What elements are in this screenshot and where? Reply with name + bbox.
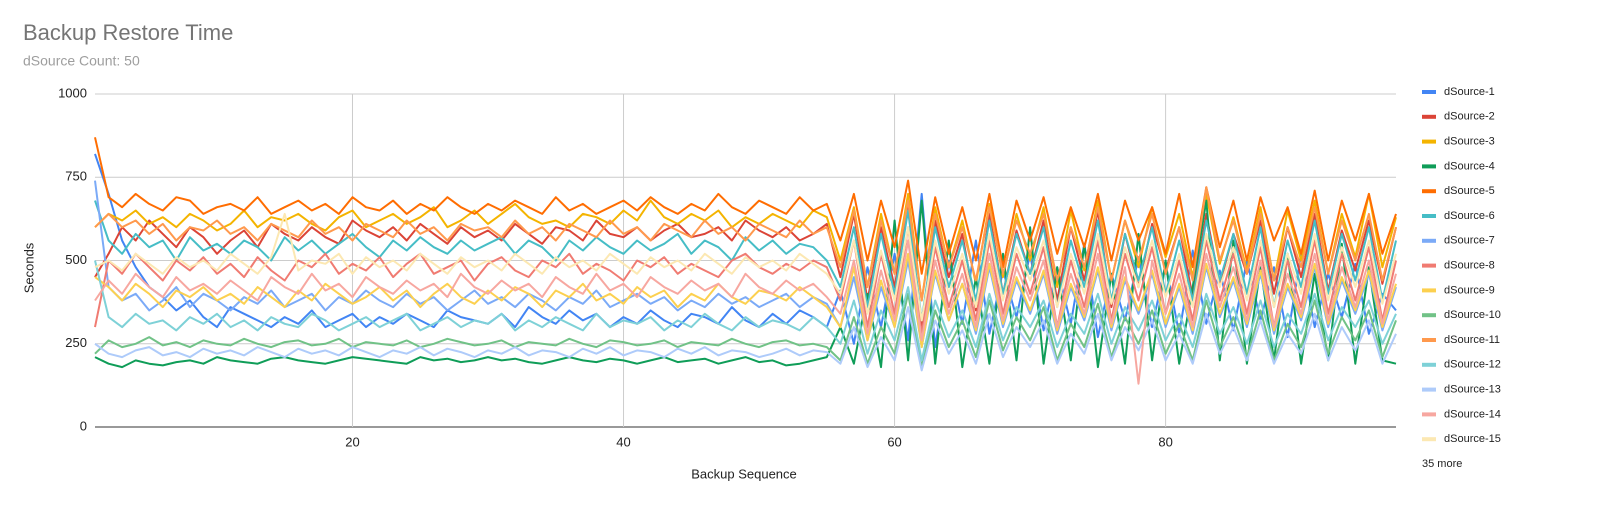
legend-label[interactable]: dSource-1 bbox=[1444, 86, 1495, 98]
series-line bbox=[94, 260, 1397, 362]
legend-label[interactable]: dSource-10 bbox=[1444, 309, 1501, 321]
legend-swatch[interactable] bbox=[1422, 263, 1436, 268]
legend-swatch[interactable] bbox=[1422, 338, 1436, 342]
legend-label[interactable]: dSource-14 bbox=[1444, 408, 1501, 420]
legend-swatch[interactable] bbox=[1422, 238, 1436, 243]
x-tick-label: 80 bbox=[1158, 434, 1172, 449]
series-line bbox=[94, 199, 1397, 369]
legend-swatch[interactable] bbox=[1422, 362, 1436, 367]
series-line bbox=[94, 226, 1397, 335]
x-axis-label: Backup Sequence bbox=[691, 466, 797, 481]
legend-swatch[interactable] bbox=[1422, 90, 1436, 94]
legend-label[interactable]: dSource-4 bbox=[1444, 160, 1495, 172]
legend-swatch[interactable] bbox=[1422, 214, 1436, 218]
legend-more[interactable]: 35 more bbox=[1422, 458, 1462, 470]
legend-label[interactable]: dSource-12 bbox=[1444, 359, 1501, 371]
y-tick-label: 250 bbox=[65, 335, 87, 350]
series-line bbox=[94, 252, 1397, 349]
legend-label[interactable]: dSource-11 bbox=[1444, 334, 1500, 346]
legend-label[interactable]: dSource-7 bbox=[1444, 235, 1495, 247]
x-tick-label: 60 bbox=[887, 434, 901, 449]
legend-swatch[interactable] bbox=[1422, 288, 1436, 293]
legend-label[interactable]: dSource-5 bbox=[1444, 185, 1495, 197]
y-axis-label: Seconds bbox=[21, 242, 36, 293]
legend-swatch[interactable] bbox=[1422, 114, 1436, 119]
y-tick-label: 0 bbox=[80, 418, 87, 433]
legend-label[interactable]: dSource-9 bbox=[1444, 284, 1495, 296]
legend-swatch[interactable] bbox=[1422, 189, 1436, 194]
series-line bbox=[94, 239, 1397, 385]
y-tick-label: 750 bbox=[65, 169, 87, 184]
legend-label[interactable]: dSource-3 bbox=[1444, 136, 1495, 148]
x-tick-label: 20 bbox=[345, 434, 359, 449]
legend-swatch[interactable] bbox=[1422, 139, 1436, 144]
y-tick-label: 1000 bbox=[58, 85, 87, 100]
series-line bbox=[94, 137, 1397, 275]
chart-title: Backup Restore Time bbox=[23, 20, 233, 45]
legend-swatch[interactable] bbox=[1422, 387, 1436, 392]
x-tick-label: 40 bbox=[616, 434, 630, 449]
legend-label[interactable]: dSource-6 bbox=[1444, 210, 1495, 222]
series-line bbox=[94, 200, 1397, 322]
legend-label[interactable]: dSource-2 bbox=[1444, 111, 1495, 123]
legend-label[interactable]: dSource-15 bbox=[1444, 433, 1501, 445]
y-tick-label: 500 bbox=[65, 252, 87, 267]
series-line bbox=[94, 292, 1397, 369]
legend-swatch[interactable] bbox=[1422, 437, 1436, 442]
legend-label[interactable]: dSource-13 bbox=[1444, 384, 1501, 396]
legend-label[interactable]: dSource-8 bbox=[1444, 260, 1495, 272]
legend-swatch[interactable] bbox=[1422, 313, 1436, 318]
chart-subtitle: dSource Count: 50 bbox=[23, 53, 140, 69]
series-line bbox=[94, 212, 1397, 322]
series-line bbox=[94, 306, 1397, 372]
series-line bbox=[94, 192, 1397, 302]
legend-swatch[interactable] bbox=[1422, 412, 1436, 417]
legend-swatch[interactable] bbox=[1422, 164, 1436, 169]
series-line bbox=[94, 186, 1397, 302]
